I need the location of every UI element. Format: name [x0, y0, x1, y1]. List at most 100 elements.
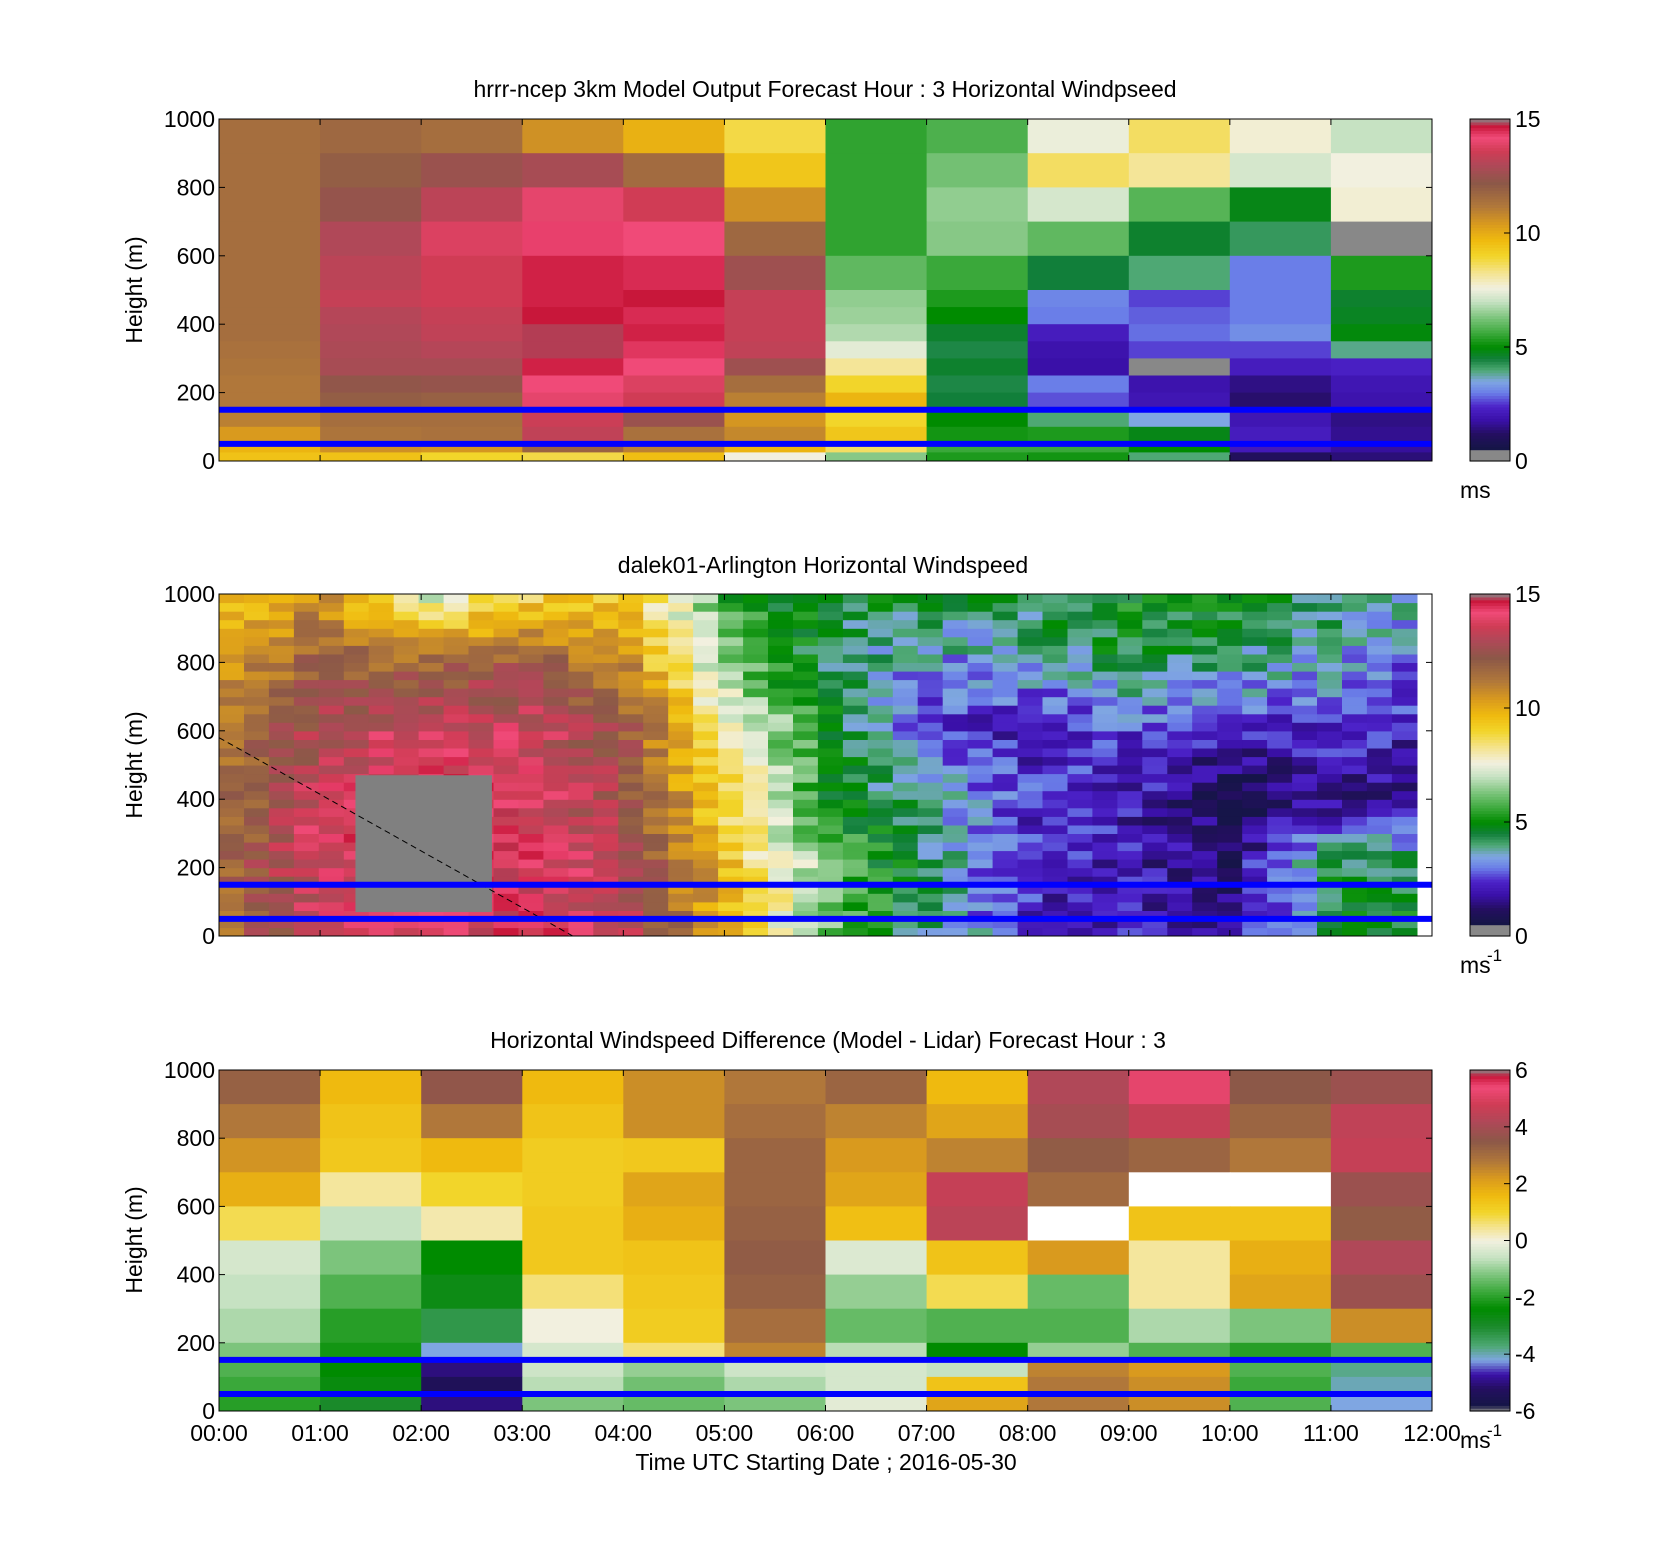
colorbar-band — [1470, 699, 1510, 703]
heatmap-cell — [393, 628, 420, 638]
heatmap-cell — [1217, 833, 1243, 843]
heatmap-cell — [593, 807, 619, 817]
heatmap-cell — [892, 688, 919, 698]
heatmap-cell — [1342, 833, 1368, 843]
heatmap-cell — [926, 255, 1029, 291]
heatmap-cell — [825, 290, 928, 308]
colorbar-band — [1470, 241, 1510, 245]
heatmap-cell — [1192, 696, 1218, 706]
heatmap-cell — [768, 807, 794, 817]
heatmap-cell — [1042, 910, 1069, 920]
heatmap-cell — [892, 824, 919, 834]
heatmap-cell — [244, 893, 270, 903]
heatmap-cell — [942, 747, 969, 758]
heatmap-cell — [1242, 824, 1268, 834]
heatmap-cell — [244, 884, 270, 894]
y-tick-label: 1000 — [164, 106, 215, 132]
heatmap-cell — [668, 747, 694, 758]
heatmap-cell — [1391, 799, 1418, 809]
heatmap-cell — [1128, 255, 1231, 291]
heatmap-cell — [724, 358, 827, 377]
heatmap-cell — [343, 927, 370, 936]
heatmap-cell — [1117, 807, 1143, 817]
heatmap-cell — [793, 901, 819, 911]
heatmap-cell — [793, 824, 819, 834]
heatmap-cell — [1217, 807, 1243, 817]
colorbar-band — [1470, 659, 1510, 663]
heatmap-cell — [867, 705, 894, 715]
heatmap-cell — [244, 773, 270, 783]
heatmap-cell — [593, 713, 619, 723]
heatmap-cell — [368, 910, 395, 920]
colorbar-band — [1470, 281, 1510, 285]
heatmap-cell — [393, 756, 420, 766]
heatmap-cell — [743, 705, 769, 715]
heatmap-cell — [668, 910, 694, 920]
heatmap-cell — [1167, 594, 1193, 604]
heatmap-cell — [219, 341, 321, 359]
heatmap-cell — [643, 867, 669, 877]
heatmap-cell — [1142, 594, 1168, 604]
heatmap-cell — [1242, 790, 1268, 800]
heatmap-cell — [318, 782, 345, 792]
heatmap-cell — [1267, 773, 1293, 783]
heatmap-cell — [1229, 1342, 1332, 1361]
heatmap-cell — [793, 636, 819, 646]
heatmap-cell — [443, 611, 470, 621]
heatmap-cell — [1317, 876, 1343, 886]
heatmap-cell — [1167, 782, 1193, 792]
heatmap-cell — [942, 679, 969, 689]
heatmap-cell — [1342, 688, 1368, 698]
heatmap-cell — [668, 893, 694, 903]
heatmap-cell — [1092, 901, 1118, 911]
heatmap-cell — [1092, 773, 1118, 783]
heatmap-cell — [518, 705, 545, 715]
heatmap-cell — [842, 927, 869, 936]
heatmap-cell — [623, 187, 725, 223]
heatmap-cell — [1366, 842, 1393, 852]
colorbar-unit-superscript: -1 — [1487, 1421, 1502, 1440]
heatmap-cell — [343, 739, 370, 749]
heatmap-cell — [522, 187, 624, 223]
colorbar-band — [1470, 1374, 1510, 1378]
colorbar-band — [1470, 375, 1510, 379]
heatmap-cell — [1242, 679, 1268, 689]
heatmap-cell — [1317, 611, 1343, 621]
heatmap-cell — [623, 409, 725, 428]
heatmap-cell — [593, 910, 619, 920]
heatmap-cell — [518, 636, 545, 646]
heatmap-cell — [1217, 645, 1243, 655]
heatmap-cell — [992, 876, 1019, 886]
heatmap-cell — [1042, 645, 1069, 655]
colorbar-band — [1470, 642, 1510, 646]
heatmap-cell — [468, 611, 495, 621]
colorbar-band — [1470, 335, 1510, 340]
heatmap-cell — [1117, 628, 1143, 638]
colorbar-band — [1470, 181, 1510, 186]
heatmap-cell — [593, 594, 619, 604]
colorbar-tick-label: 5 — [1515, 334, 1528, 360]
heatmap-cell — [1042, 901, 1069, 911]
heatmap-cell — [768, 790, 794, 800]
heatmap-cell — [1192, 918, 1218, 929]
colorbar-band — [1470, 1368, 1510, 1372]
heatmap-cell — [493, 842, 520, 852]
heatmap-cell — [743, 688, 769, 698]
heatmap-cell — [1267, 765, 1293, 775]
heatmap-cell — [718, 705, 744, 715]
heatmap-cell — [393, 653, 420, 663]
colorbar-band — [1470, 631, 1510, 635]
heatmap-cell — [768, 910, 794, 920]
colorbar-tick-label: 5 — [1515, 809, 1528, 835]
heatmap-cell — [942, 782, 969, 792]
heatmap-cell — [793, 722, 819, 732]
heatmap-cell — [593, 782, 619, 792]
heatmap-cell — [1267, 876, 1293, 886]
heatmap-cell — [967, 918, 994, 929]
heatmap-cell — [825, 1359, 928, 1378]
heatmap-cell — [1242, 833, 1268, 843]
colorbar-band — [1470, 850, 1510, 854]
heatmap-cell — [219, 705, 245, 715]
heatmap-cell — [1017, 679, 1044, 689]
heatmap-cell — [1267, 807, 1293, 817]
